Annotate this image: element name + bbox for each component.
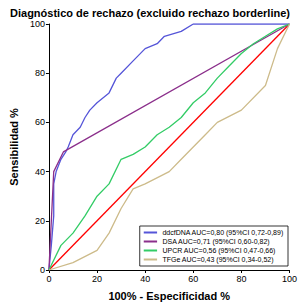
svg-text:TFGe AUC=0,43 (95%CI 0,34-0,52: TFGe AUC=0,43 (95%CI 0,34-0,52) [162, 256, 273, 264]
svg-text:60: 60 [35, 117, 45, 127]
svg-text:100: 100 [30, 19, 45, 29]
svg-text:20: 20 [92, 274, 102, 284]
svg-text:0: 0 [40, 265, 45, 275]
svg-text:40: 40 [140, 274, 150, 284]
svg-text:60: 60 [188, 274, 198, 284]
svg-text:0: 0 [46, 274, 51, 284]
svg-text:20: 20 [35, 216, 45, 226]
svg-text:Sensibilidad %: Sensibilidad % [8, 108, 20, 186]
svg-text:100% - Especificidad %: 100% - Especificidad % [108, 290, 230, 302]
svg-text:ddcfDNA AUC=0,80 (95%CI 0,72-0: ddcfDNA AUC=0,80 (95%CI 0,72-0,89) [162, 229, 283, 237]
svg-text:80: 80 [35, 68, 45, 78]
svg-text:40: 40 [35, 167, 45, 177]
svg-text:100: 100 [282, 274, 297, 284]
svg-text:Diagnóstico de rechazo (exclui: Diagnóstico de rechazo (excluido rechazo… [10, 7, 290, 19]
svg-text:80: 80 [236, 274, 246, 284]
svg-text:DSA AUC=0,71 (95%CI 0,60-0,82): DSA AUC=0,71 (95%CI 0,60-0,82) [162, 238, 269, 246]
svg-text:UPCR AUC=0,56 (95%CI 0,47-0,66: UPCR AUC=0,56 (95%CI 0,47-0,66) [162, 247, 275, 255]
